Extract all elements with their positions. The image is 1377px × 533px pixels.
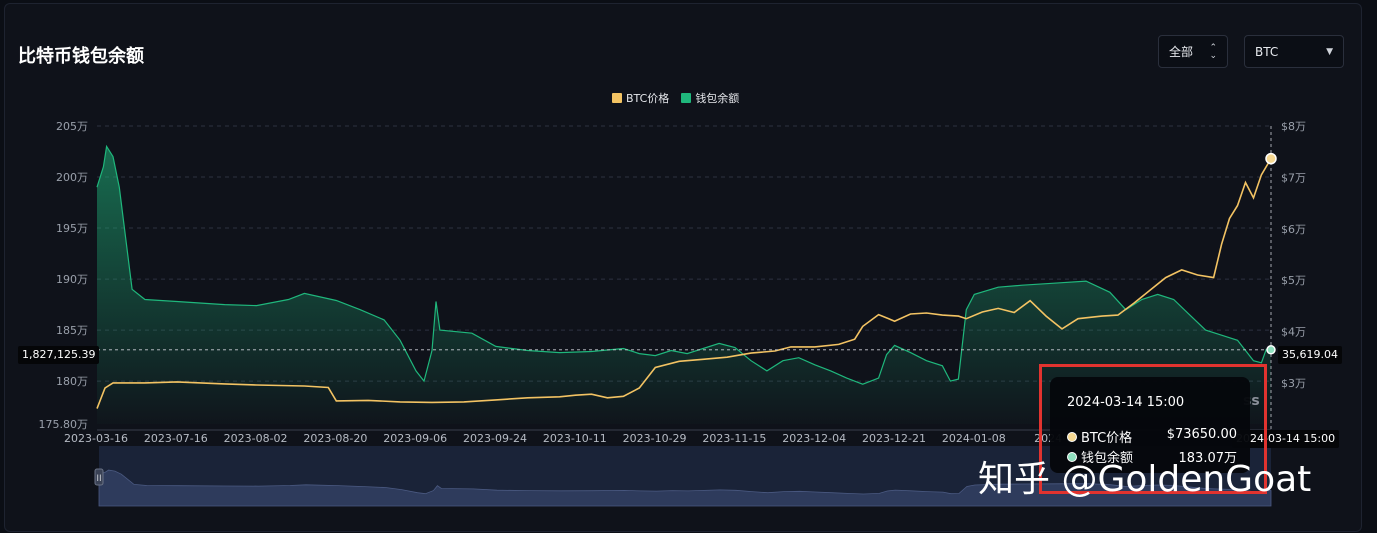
series-layer [96, 144, 1272, 424]
legend-label-price: BTC价格 [626, 92, 670, 105]
tooltip-row-price: BTC价格 $73650.00 [1067, 427, 1237, 446]
navigator-handle-left [94, 468, 104, 486]
y-right-tick-label: $3万 [1281, 377, 1306, 390]
y-left-tick-label: 205万 [56, 120, 88, 133]
y-right-tick-label: $8万 [1281, 120, 1306, 133]
chart-legend: BTC价格 钱包余额 [612, 90, 739, 106]
tooltip-balance-label: 钱包余额 [1081, 451, 1134, 466]
tooltip-balance-value: 183.07万 [1178, 451, 1238, 466]
y-right-tick-label: $6万 [1281, 223, 1306, 236]
range-selector-label: 全部 [1169, 45, 1194, 59]
x-tick-label: 2023-09-24 [463, 432, 527, 445]
y-left-tick-label: 190万 [56, 273, 88, 286]
crosshair [97, 126, 1277, 430]
x-tick-label: 2023-12-04 [782, 432, 846, 445]
x-tick-label: 2023-09-06 [383, 432, 447, 445]
y-left-tick-label: 175.80万 [39, 418, 89, 431]
legend-swatch-price [612, 93, 622, 103]
watermark: 知乎 @GoldenGoat [978, 459, 1312, 500]
highlight-box [1039, 364, 1267, 494]
y-left-tick-label: 185万 [56, 324, 88, 337]
navigator-handle-grip: II [96, 474, 101, 484]
tooltip-dot-balance [1067, 451, 1077, 462]
x-tick-label: 2023-08-02 [224, 432, 288, 445]
crosshair-left-value: 1,827,125.39 [18, 346, 100, 364]
y-right-tick-label: $5万 [1281, 274, 1306, 287]
x-tick-label: 2023-11-15 [702, 432, 766, 445]
balance-area [97, 146, 1271, 424]
asset-selector-label: BTC [1255, 44, 1279, 59]
tooltip-dot-price [1067, 431, 1077, 442]
legend-item-balance[interactable]: 钱包余额 [681, 90, 739, 106]
y-right-tick-label: $7万 [1281, 171, 1306, 184]
chevron-down-icon: ▼ [1326, 46, 1333, 57]
x-tick-label: 2023-03-16 [64, 432, 128, 445]
tooltip-row-balance: 钱包余额 183.07万 [1067, 447, 1237, 466]
y-right-tick-label: $4万 [1281, 326, 1306, 339]
x-tick-label: 2023-10-29 [623, 432, 687, 445]
y-left-tick-label: 200万 [56, 171, 88, 184]
x-tick-label: 2023-10-11 [543, 432, 607, 445]
tooltip: 2024-03-14 15:00 BTC价格 $73650.00 钱包余额 18… [1050, 377, 1250, 473]
crosshair-right-value: 35,619.04 [1278, 346, 1342, 364]
y-left-tick-label: 180万 [56, 375, 88, 388]
page-title: 比特币钱包余额 [18, 46, 144, 67]
x-tick-label: 2024-01-08 [942, 432, 1006, 445]
balance-point-marker [1266, 345, 1276, 355]
x-axis: 2023-03-16 2023-07-16 2023-08-02 2023-08-20… [64, 429, 1271, 445]
crosshair-date-value: 2024-03-14 15:00 [1232, 430, 1340, 448]
price-line [96, 158, 1272, 409]
up-down-arrows-icon: ⌃ ⌄ [1209, 42, 1217, 61]
asset-selector[interactable]: BTC ▼ [1244, 35, 1344, 68]
y-axis-left: 205万 200万 195万 190万 185万 180万 175.80万 [39, 120, 89, 431]
x-tick-label: 2023-07-16 [144, 432, 208, 445]
tooltip-price-label: BTC价格 [1081, 431, 1133, 446]
range-selector[interactable]: 全部 ⌃ ⌄ [1158, 35, 1228, 68]
balance-line [96, 144, 1272, 385]
tooltip-date: 2024-03-14 15:00 [1067, 395, 1185, 410]
y-left-tick-label: 195万 [56, 222, 88, 235]
legend-label-balance: 钱包余额 [695, 92, 740, 105]
price-point-marker [1265, 152, 1277, 165]
y-axis-right: $8万 $7万 $6万 $5万 $4万 $3万 [1281, 120, 1306, 390]
x-tick-label: 2023-12-21 [862, 432, 926, 445]
legend-item-price[interactable]: BTC价格 [612, 90, 669, 106]
legend-swatch-balance [681, 93, 692, 103]
x-tick-label: 2023-08-20 [303, 432, 367, 445]
navigator-area [98, 469, 1272, 507]
tooltip-price-value: $73650.00 [1166, 427, 1237, 442]
